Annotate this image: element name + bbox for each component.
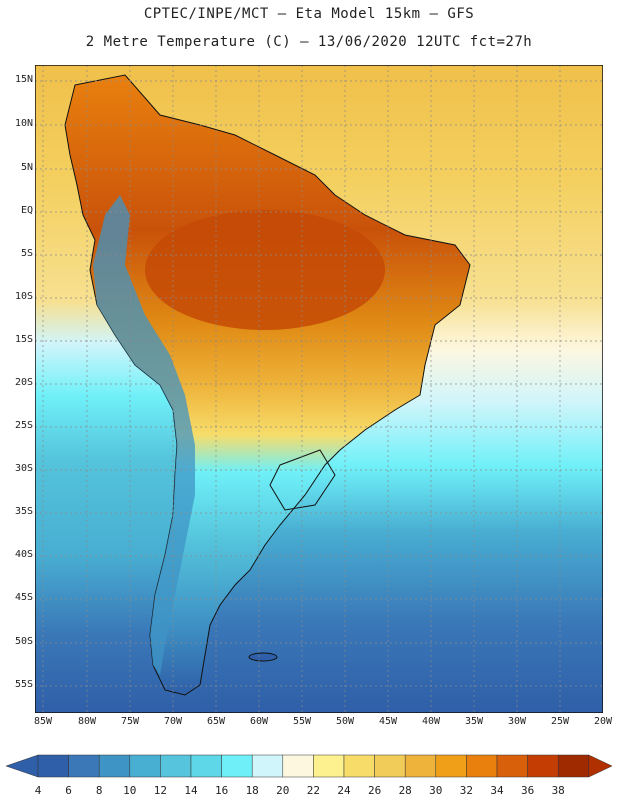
lat-label: 10S xyxy=(14,291,33,302)
uruguay-border xyxy=(269,449,336,511)
lat-label: 15N xyxy=(14,74,33,85)
lat-label: 10N xyxy=(14,118,33,129)
colorbar-swatch xyxy=(435,754,467,778)
colorbar-swatch xyxy=(98,754,131,778)
colorbar-swatch xyxy=(404,754,437,778)
lon-label: 45W xyxy=(378,716,398,727)
lat-label: 50S xyxy=(14,636,33,647)
lat-label: 40S xyxy=(14,549,33,560)
lat-label: 30S xyxy=(14,463,33,474)
colorbar-swatch xyxy=(527,754,559,778)
map-title-line1: CPTEC/INPE/MCT – Eta Model 15km – GFS xyxy=(143,6,475,22)
lon-label: 50W xyxy=(335,716,355,727)
colorbar-swatch xyxy=(221,754,253,778)
falkland-islands xyxy=(248,652,278,662)
map-gridlines xyxy=(35,65,604,713)
colorbar-label: 32 xyxy=(459,784,474,797)
colorbar-swatch xyxy=(251,754,284,778)
colorbar-swatch xyxy=(343,754,375,778)
colorbar-label: 10 xyxy=(123,784,137,797)
colorbar-high-arrow xyxy=(588,754,613,778)
colorbar-label: 28 xyxy=(398,784,412,797)
colorbar-swatch xyxy=(160,754,192,778)
colorbar-swatch xyxy=(37,754,69,778)
map-svg xyxy=(34,64,604,714)
colorbar-label: 4 xyxy=(34,784,42,797)
lat-label: 55S xyxy=(14,679,33,690)
colorbar-swatch xyxy=(466,754,498,778)
colorbar-label: 12 xyxy=(153,784,168,797)
lon-label: 80W xyxy=(77,716,97,727)
lat-label: 5S xyxy=(20,248,33,259)
colorbar-label: 8 xyxy=(95,784,103,797)
colorbar-swatch xyxy=(496,754,528,778)
colorbar-label: 30 xyxy=(429,784,443,797)
map-title-line2: 2 Metre Temperature (C) – 13/06/2020 12U… xyxy=(85,34,533,50)
andes-mountains xyxy=(93,195,195,675)
lon-label: 20W xyxy=(593,716,613,727)
colorbar-label: 18 xyxy=(245,784,259,797)
colorbar-swatch xyxy=(68,754,100,778)
lat-label: 20S xyxy=(14,377,33,388)
colorbar-swatch xyxy=(282,754,314,778)
colorbar xyxy=(5,754,613,778)
colorbar-swatch xyxy=(557,754,590,778)
lon-label: 60W xyxy=(249,716,269,727)
lon-label: 35W xyxy=(464,716,484,727)
colorbar-label: 16 xyxy=(214,784,229,797)
colorbar-low-arrow xyxy=(5,754,39,778)
lat-label: 25S xyxy=(14,420,33,431)
temperature-map xyxy=(34,64,604,714)
lat-label: 5N xyxy=(20,162,33,173)
colorbar-label: 34 xyxy=(490,784,504,797)
lon-label: 30W xyxy=(507,716,527,727)
lon-label: 85W xyxy=(33,716,53,727)
amazon-hot-region xyxy=(145,210,385,330)
colorbar-label: 20 xyxy=(276,784,290,797)
lat-label: EQ xyxy=(20,205,33,216)
colorbar-label: 24 xyxy=(337,784,351,797)
colorbar-label: 22 xyxy=(306,784,321,797)
lon-label: 70W xyxy=(163,716,183,727)
colorbar-label: 26 xyxy=(367,784,382,797)
colorbar-label: 6 xyxy=(65,784,72,797)
lon-label: 25W xyxy=(550,716,570,727)
lon-label: 65W xyxy=(206,716,226,727)
colorbar-swatch xyxy=(313,754,345,778)
lat-label: 45S xyxy=(14,592,33,603)
colorbar-swatch xyxy=(129,754,161,778)
lon-label: 55W xyxy=(292,716,312,727)
colorbar-label: 38 xyxy=(551,784,565,797)
colorbar-label: 14 xyxy=(184,784,198,797)
colorbar-swatch xyxy=(374,754,406,778)
colorbar-swatch xyxy=(190,754,222,778)
colorbar-label: 36 xyxy=(520,784,535,797)
lon-label: 75W xyxy=(120,716,140,727)
lat-label: 35S xyxy=(14,506,33,517)
lat-label: 15S xyxy=(14,334,33,345)
lon-label: 40W xyxy=(421,716,441,727)
